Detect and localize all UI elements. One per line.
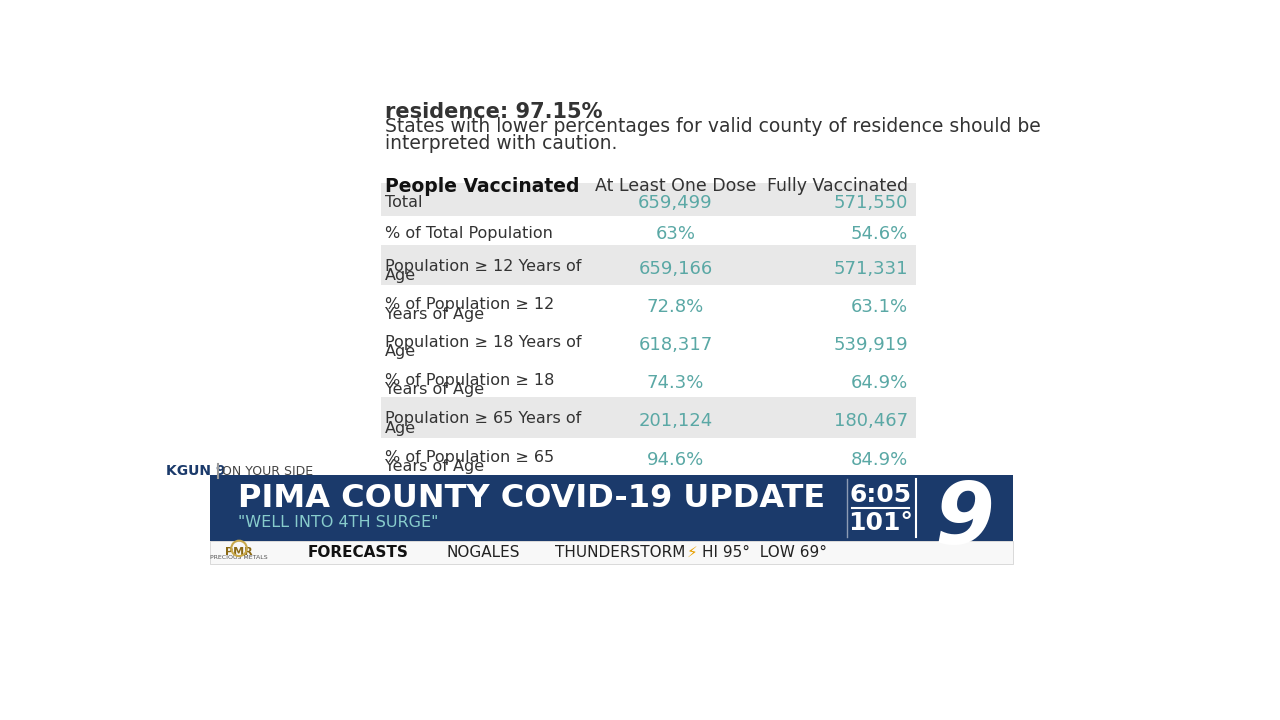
- FancyBboxPatch shape: [381, 361, 915, 397]
- Text: 64.9%: 64.9%: [851, 374, 908, 392]
- FancyBboxPatch shape: [210, 541, 1012, 564]
- Text: Years of Age: Years of Age: [385, 459, 484, 474]
- Text: People Vaccinated: People Vaccinated: [385, 177, 580, 197]
- Text: KGUN 9: KGUN 9: [166, 464, 225, 478]
- Text: 659,499: 659,499: [637, 194, 713, 212]
- FancyBboxPatch shape: [846, 475, 915, 541]
- Text: % of Population ≥ 65: % of Population ≥ 65: [385, 450, 554, 465]
- Text: 74.3%: 74.3%: [646, 374, 704, 392]
- Text: 539,919: 539,919: [833, 336, 908, 354]
- FancyBboxPatch shape: [381, 216, 915, 245]
- Text: 84.9%: 84.9%: [851, 451, 908, 469]
- Text: Age: Age: [385, 420, 416, 436]
- FancyBboxPatch shape: [381, 285, 915, 322]
- FancyBboxPatch shape: [381, 184, 915, 216]
- Text: Years of Age: Years of Age: [385, 382, 484, 397]
- Text: PIMA COUNTY COVID-19 UPDATE: PIMA COUNTY COVID-19 UPDATE: [238, 483, 824, 514]
- Text: residence: 97.15%: residence: 97.15%: [385, 102, 603, 122]
- Text: States with lower percentages for valid county of residence should be: States with lower percentages for valid …: [385, 117, 1041, 136]
- Text: % of Population ≥ 12: % of Population ≥ 12: [385, 297, 554, 312]
- Text: 571,550: 571,550: [833, 194, 908, 212]
- Text: 659,166: 659,166: [639, 260, 713, 278]
- Text: 618,317: 618,317: [639, 336, 713, 354]
- Text: 72.8%: 72.8%: [646, 298, 704, 316]
- Text: PRECIOUS METALS: PRECIOUS METALS: [210, 554, 268, 559]
- Text: Population ≥ 18 Years of: Population ≥ 18 Years of: [385, 335, 581, 350]
- FancyBboxPatch shape: [915, 475, 1012, 541]
- Text: 571,331: 571,331: [833, 260, 908, 278]
- Text: NOGALES: NOGALES: [447, 545, 520, 559]
- Text: Total: Total: [385, 195, 422, 210]
- Text: % of Population ≥ 18: % of Population ≥ 18: [385, 373, 554, 388]
- Text: 101°: 101°: [849, 511, 913, 535]
- Text: FORECASTS: FORECASTS: [307, 545, 408, 559]
- Text: HI 95°  LOW 69°: HI 95° LOW 69°: [703, 545, 827, 559]
- Text: % of Total Population: % of Total Population: [385, 226, 553, 240]
- Text: 6:05: 6:05: [850, 483, 911, 507]
- FancyBboxPatch shape: [210, 475, 892, 541]
- Text: Population ≥ 65 Years of: Population ≥ 65 Years of: [385, 411, 581, 426]
- Text: Age: Age: [385, 344, 416, 359]
- Text: ON YOUR SIDE: ON YOUR SIDE: [221, 465, 314, 478]
- FancyBboxPatch shape: [381, 245, 915, 285]
- Text: "WELL INTO 4TH SURGE": "WELL INTO 4TH SURGE": [238, 516, 438, 531]
- Text: 63.1%: 63.1%: [851, 298, 908, 316]
- Text: 9: 9: [934, 479, 995, 562]
- Text: PMR: PMR: [225, 547, 253, 557]
- FancyBboxPatch shape: [381, 322, 915, 361]
- Text: Population ≥ 12 Years of: Population ≥ 12 Years of: [385, 259, 581, 274]
- Text: 180,467: 180,467: [833, 412, 908, 430]
- FancyBboxPatch shape: [381, 397, 915, 438]
- Text: ⚡: ⚡: [687, 545, 698, 559]
- Text: 63%: 63%: [655, 225, 695, 243]
- Text: Years of Age: Years of Age: [385, 307, 484, 322]
- Text: Age: Age: [385, 268, 416, 283]
- Text: interpreted with caution.: interpreted with caution.: [385, 134, 617, 153]
- Text: 201,124: 201,124: [639, 412, 713, 430]
- Text: 94.6%: 94.6%: [646, 451, 704, 469]
- Text: 54.6%: 54.6%: [851, 225, 908, 243]
- FancyBboxPatch shape: [381, 438, 915, 474]
- Text: Fully Vaccinated: Fully Vaccinated: [767, 177, 908, 195]
- Text: THUNDERSTORM: THUNDERSTORM: [556, 545, 686, 559]
- Text: At Least One Dose: At Least One Dose: [595, 177, 756, 195]
